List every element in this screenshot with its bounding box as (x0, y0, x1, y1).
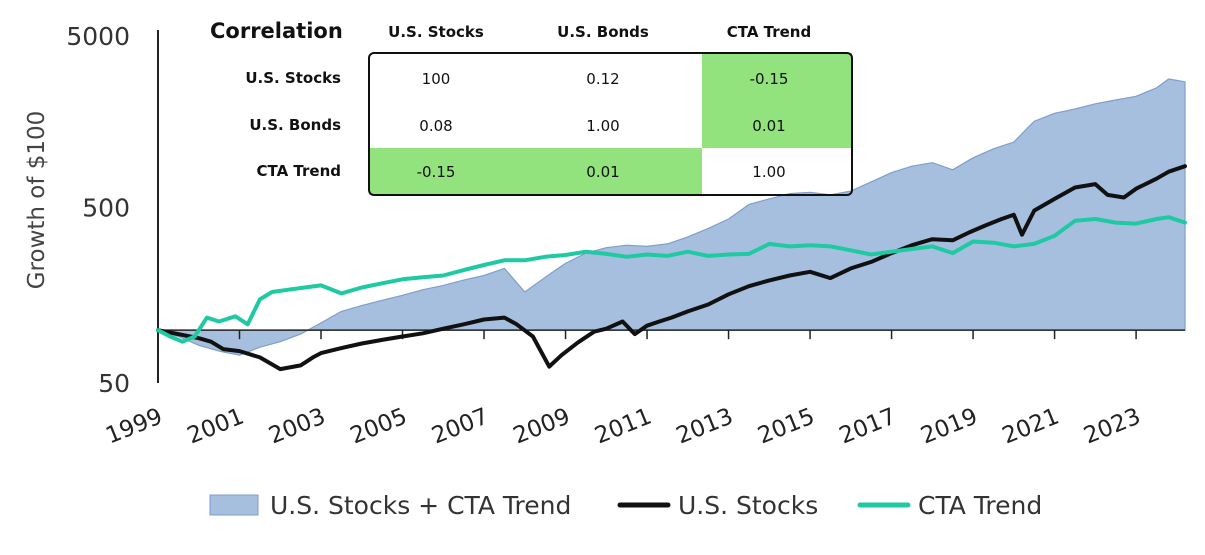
x-tick-label: 1999 (102, 403, 166, 449)
correlation-cell: -0.15 (417, 163, 456, 181)
legend-label: CTA Trend (918, 491, 1042, 520)
legend-label: U.S. Stocks (678, 491, 818, 520)
x-tick-label: 2011 (591, 403, 655, 449)
highlighted-cell (702, 101, 852, 148)
correlation-cell: 0.01 (752, 117, 785, 135)
correlation-row-header: CTA Trend (257, 162, 341, 180)
correlation-cell: -0.15 (750, 70, 789, 88)
correlation-cell: 0.01 (586, 163, 619, 181)
correlation-row-header: U.S. Stocks (245, 69, 341, 87)
highlighted-cell (702, 53, 852, 101)
correlation-cell: 1.00 (586, 117, 619, 135)
y-tick-label: 5000 (66, 22, 130, 51)
highlighted-cell (536, 148, 702, 195)
x-tick-label: 2001 (184, 403, 248, 449)
series-line-cta-trend (156, 215, 1187, 344)
x-tick-label: 2003 (265, 403, 329, 449)
x-tick-label: 2019 (917, 403, 981, 449)
correlation-title: Correlation (210, 19, 343, 43)
highlighted-cell (369, 148, 536, 195)
x-tick-label: 2015 (754, 403, 818, 449)
x-tick-label: 2009 (510, 403, 574, 449)
correlation-table-border (368, 52, 853, 196)
correlation-cell: 100 (422, 70, 451, 88)
correlation-column-header: U.S. Stocks (388, 23, 484, 41)
correlation-cell: 0.12 (586, 70, 619, 88)
series-area-stocks-plus-cta (157, 78, 1186, 356)
correlation-cell: 0.08 (419, 117, 452, 135)
legend-swatch-area (209, 494, 259, 516)
correlation-cell: 1.00 (752, 163, 785, 181)
x-tick-label: 2007 (428, 403, 492, 449)
y-tick-label: 50 (98, 369, 130, 398)
y-tick-label: 500 (82, 194, 130, 223)
x-tick-label: 2013 (673, 403, 737, 449)
x-tick-label: 2017 (836, 403, 900, 449)
x-tick-label: 2023 (1080, 403, 1144, 449)
correlation-column-header: CTA Trend (727, 23, 811, 41)
correlation-column-header: U.S. Bonds (557, 23, 649, 41)
legend-label: U.S. Stocks + CTA Trend (270, 491, 571, 520)
chart-legend: U.S. Stocks + CTA Trend U.S. Stocks CTA Tr… (209, 491, 1042, 520)
y-axis-label: Growth of $100 (24, 111, 50, 290)
correlation-row-header: U.S. Bonds (249, 116, 341, 134)
x-tick-label: 2005 (347, 403, 411, 449)
series-line-us-stocks (156, 164, 1187, 372)
correlation-table: Correlation U.S. Stocks U.S. Bonds CTA Tren… (210, 19, 853, 196)
x-tick-label: 2021 (999, 403, 1063, 449)
